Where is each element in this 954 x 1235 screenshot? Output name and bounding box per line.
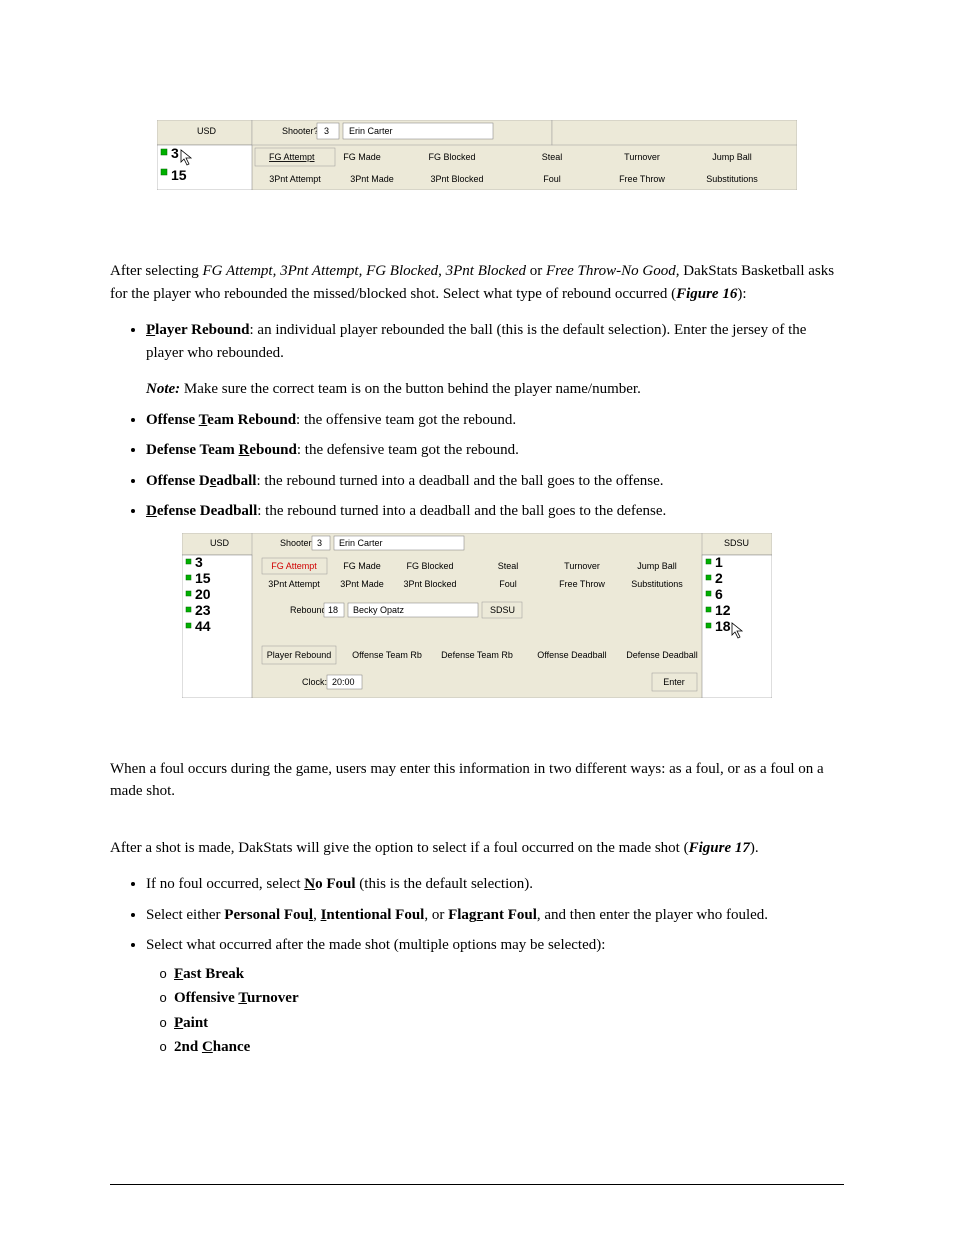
svg-text:FG Made: FG Made [343,152,381,162]
foul-bullets: If no foul occurred, select No Foul (thi… [146,873,844,1059]
figure-15: USD 3 15 Shooter? 3 Erin Carter FG Attem… [157,120,797,190]
page: USD 3 15 Shooter? 3 Erin Carter FG Attem… [0,0,954,1235]
foul-made-shot: After a shot is made, DakStats will give… [110,837,844,860]
svg-text:3Pnt Attempt: 3Pnt Attempt [268,579,320,589]
svg-text:FG Attempt: FG Attempt [269,152,315,162]
svg-text:1: 1 [715,554,723,570]
svg-text:Jump Ball: Jump Ball [712,152,752,162]
svg-text:6: 6 [715,586,723,602]
usd-button: USD [197,126,217,136]
svg-text:Free Throw: Free Throw [619,174,665,184]
svg-text:Turnover: Turnover [564,561,600,571]
svg-text:Player Rebound: Player Rebound [267,650,332,660]
svg-text:FG Blocked: FG Blocked [406,561,453,571]
svg-text:3: 3 [171,145,179,161]
svg-text:12: 12 [715,602,731,618]
svg-text:Erin Carter: Erin Carter [349,126,393,136]
svg-text:Substitutions: Substitutions [706,174,758,184]
svg-text:Clock:: Clock: [302,677,327,687]
svg-text:3Pnt Blocked: 3Pnt Blocked [430,174,483,184]
svg-text:20: 20 [195,586,211,602]
svg-text:3: 3 [324,126,329,136]
svg-text:FG Blocked: FG Blocked [428,152,475,162]
svg-text:Enter: Enter [663,677,685,687]
svg-text:Shooter?: Shooter? [282,126,319,136]
svg-text:Foul: Foul [543,174,561,184]
footer-rule [110,1184,844,1185]
svg-text:3Pnt Made: 3Pnt Made [350,174,394,184]
svg-text:Foul: Foul [499,579,517,589]
svg-text:FG Attempt: FG Attempt [271,561,317,571]
svg-text:Defense Team Rb: Defense Team Rb [441,650,513,660]
svg-text:Becky Opatz: Becky Opatz [353,605,405,615]
svg-text:Free Throw: Free Throw [559,579,605,589]
svg-text:2: 2 [715,570,723,586]
intro-paragraph: After selecting FG Attempt, 3Pnt Attempt… [110,260,844,305]
svg-text:15: 15 [171,167,187,183]
svg-text:Erin Carter: Erin Carter [339,538,383,548]
svg-text:Jump Ball: Jump Ball [637,561,677,571]
svg-text:3Pnt Attempt: 3Pnt Attempt [269,174,321,184]
svg-text:USD: USD [210,538,230,548]
svg-text:SDSU: SDSU [724,538,749,548]
svg-text:18: 18 [715,618,731,634]
svg-text:3Pnt Made: 3Pnt Made [340,579,384,589]
svg-text:Defense Deadball: Defense Deadball [626,650,698,660]
svg-text:3Pnt Blocked: 3Pnt Blocked [403,579,456,589]
svg-text:SDSU: SDSU [490,605,515,615]
svg-text:Steal: Steal [542,152,563,162]
svg-text:44: 44 [195,618,211,634]
svg-text:Steal: Steal [498,561,519,571]
svg-text:20:00: 20:00 [332,677,355,687]
foul-intro: When a foul occurs during the game, user… [110,758,844,803]
svg-text:Offense Team Rb: Offense Team Rb [352,650,422,660]
figure-16: USD 3 15 20 23 44 SDSU 1 2 6 12 18 Shoot… [182,533,772,698]
svg-text:3: 3 [317,538,322,548]
svg-text:FG Made: FG Made [343,561,381,571]
svg-text:Offense Deadball: Offense Deadball [537,650,606,660]
svg-text:Turnover: Turnover [624,152,660,162]
svg-text:Substitutions: Substitutions [631,579,683,589]
svg-text:15: 15 [195,570,211,586]
svg-text:Shooter?: Shooter? [280,538,317,548]
svg-text:3: 3 [195,554,203,570]
rebound-bullets: Player Rebound: an individual player reb… [146,319,844,523]
svg-text:23: 23 [195,602,211,618]
svg-text:18: 18 [328,605,338,615]
